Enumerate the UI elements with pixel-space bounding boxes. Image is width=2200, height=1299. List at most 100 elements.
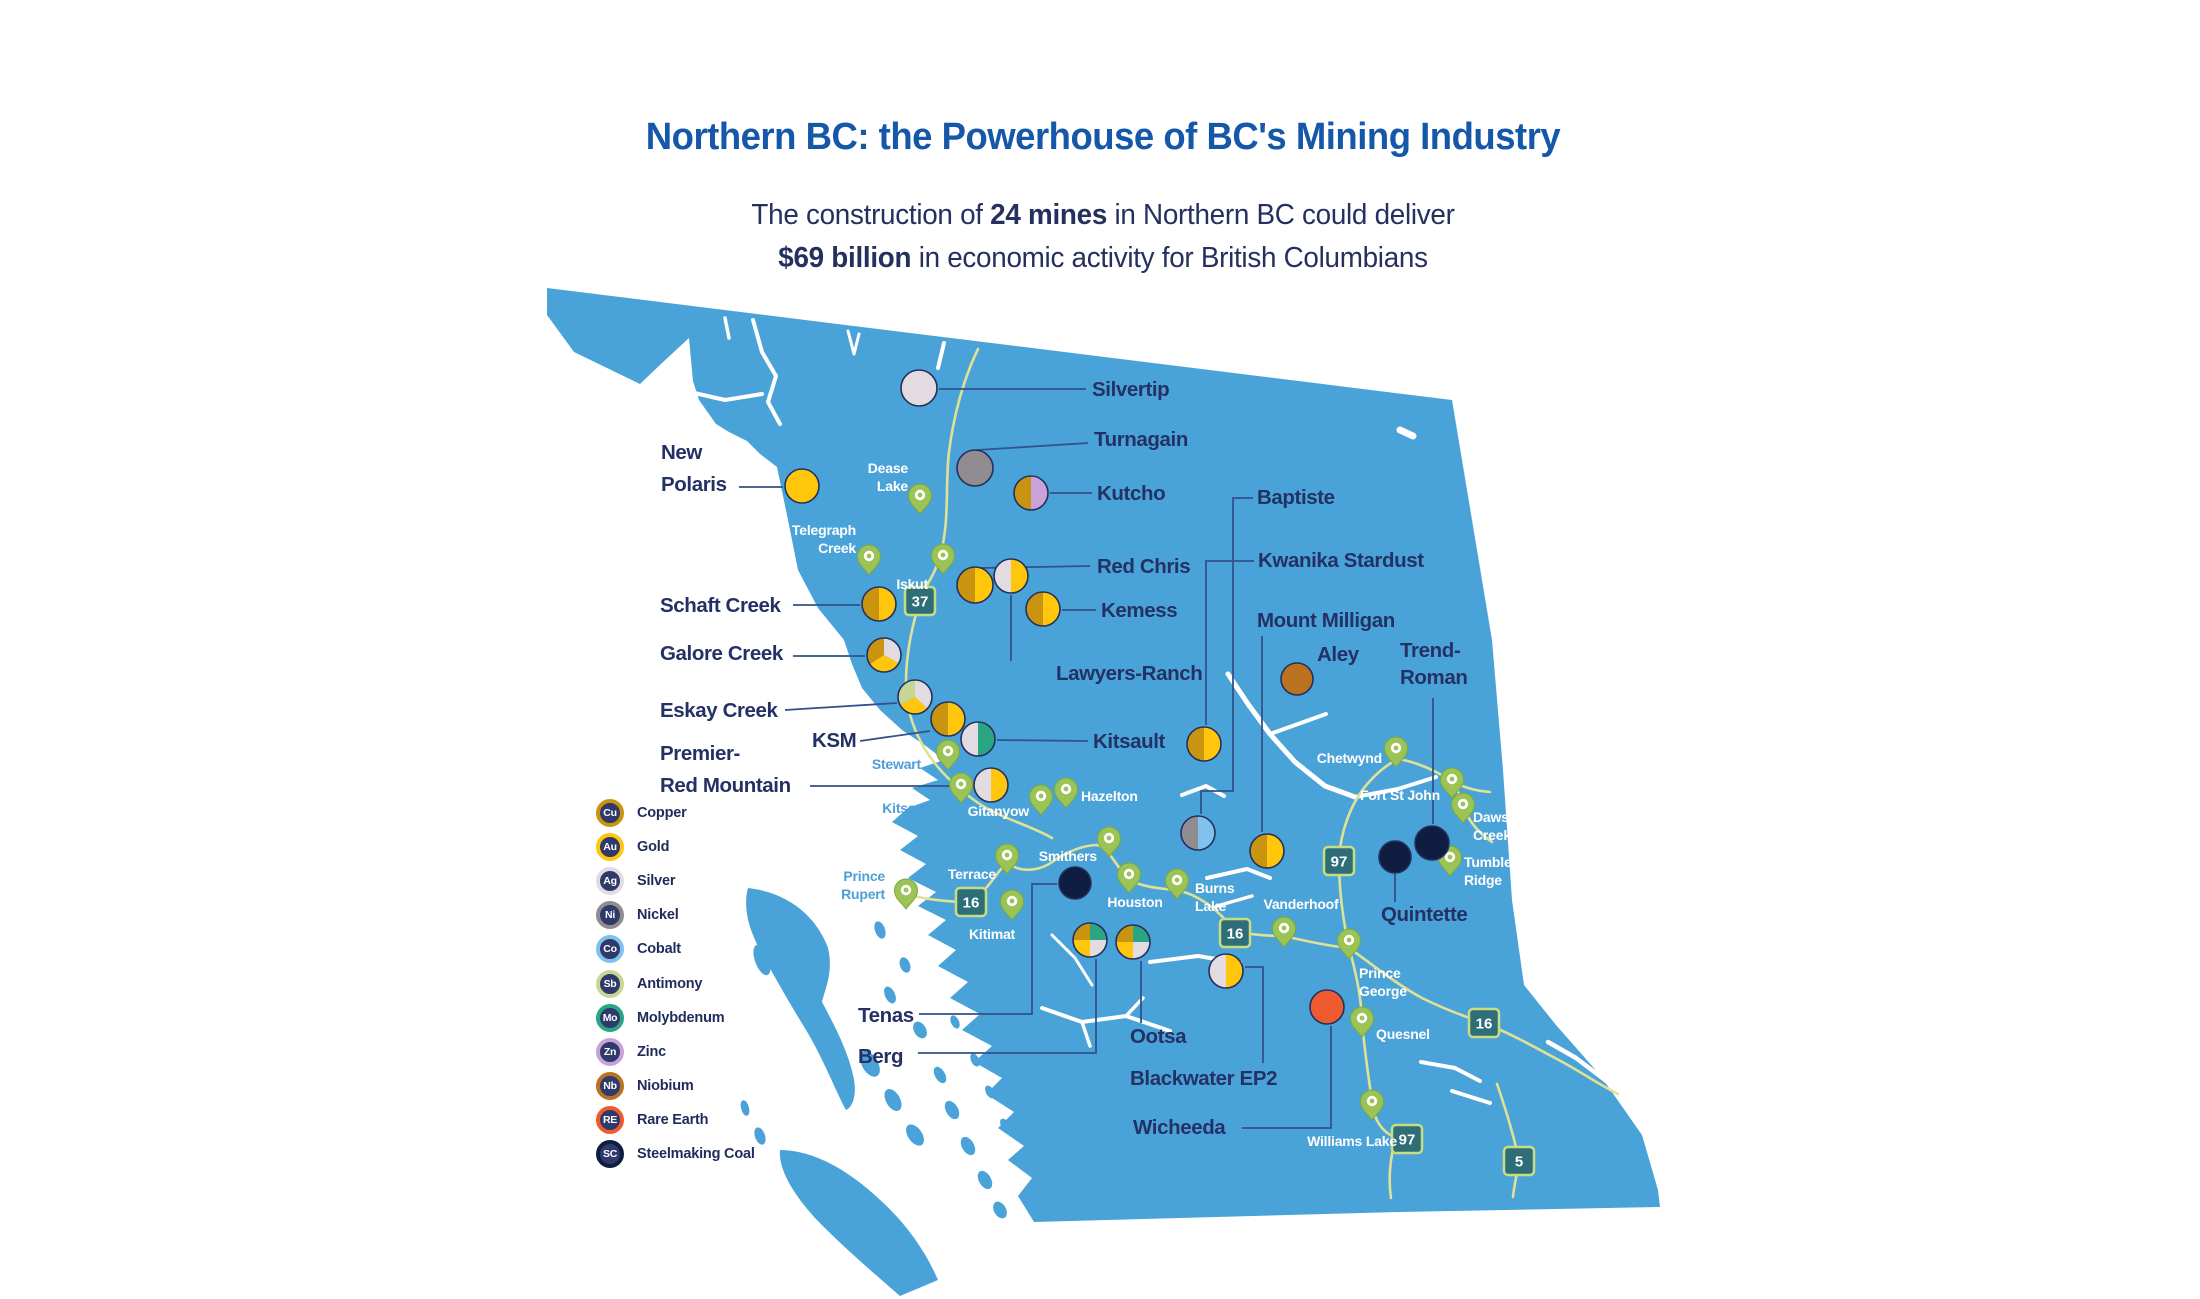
mine-label-premier-red-mountain: Red Mountain: [660, 774, 791, 797]
town-pin-fort-st-john: [1439, 767, 1465, 799]
zinc-chip-icon: Zn: [596, 1037, 624, 1066]
town-pin-vanderhoof: [1271, 916, 1297, 948]
river: [846, 329, 861, 356]
town-label-prince-rupert: Rupert: [841, 886, 885, 902]
town-label-williams-lake: Williams Lake: [1307, 1133, 1397, 1149]
legend-label: Silver: [637, 873, 676, 890]
subtitle-highlight: 24 mines: [990, 199, 1108, 231]
town-label-quesnel: Quesnel: [1376, 1026, 1430, 1042]
pin-dot: [1106, 835, 1112, 841]
legend-label: Niobium: [637, 1077, 694, 1094]
town-label-prince-george: Prince: [1359, 965, 1401, 981]
river: [936, 341, 946, 370]
shield-number: 97: [1331, 854, 1348, 871]
subtitle-line-1: The construction of 24 mines in Northern…: [751, 199, 1454, 232]
subtitle-text: The construction of: [751, 199, 991, 231]
mine-marker-ksm: [930, 701, 966, 737]
pin-dot: [917, 492, 923, 498]
marker-outline: [1180, 815, 1216, 851]
nickel-chip-icon: Ni: [596, 901, 624, 930]
pin-dot: [1174, 877, 1180, 883]
segment-copper: [862, 587, 879, 621]
river: [1353, 775, 1438, 799]
mine-label-lawyers-ranch: Lawyers-Ranch: [1056, 662, 1202, 685]
islet: [884, 1089, 902, 1111]
leader-line-kwanika-stardust: [1205, 560, 1254, 725]
mine-label-kemess: Kemess: [1101, 599, 1177, 622]
town-pin-stewart: [935, 739, 961, 771]
highway-shield-16: 16: [1218, 917, 1252, 949]
mine-label-quintette: Quintette: [1381, 903, 1467, 926]
mine-marker-red-chris: [956, 566, 994, 604]
mine-marker-new-polaris: [784, 468, 820, 504]
segment-copper: [957, 567, 975, 603]
segment-copper: [1116, 925, 1133, 942]
steelmaking-coal-chip-icon: SC: [596, 1140, 624, 1168]
town-pin-dawson-creek: [1450, 792, 1476, 824]
copper-chip-icon: Cu: [596, 799, 624, 827]
islet: [913, 1021, 927, 1039]
legend-label: Antimony: [637, 975, 703, 992]
shield-number: 16: [1476, 1016, 1493, 1033]
segment-silver: [974, 768, 991, 802]
marker-outline: [993, 558, 1029, 594]
legend-label: Cobalt: [637, 941, 681, 958]
town-label-tumbler-ridge: Ridge: [1464, 872, 1502, 888]
town-pin-telegraph-creek: [856, 544, 882, 576]
islet: [740, 1100, 750, 1116]
legend-item-nickel: Ni Nickel: [596, 901, 679, 930]
river: [1050, 933, 1094, 987]
town-pin-hazelton: [1053, 777, 1079, 809]
marker-outline: [1058, 866, 1092, 900]
rare-earth-chip-icon: RE: [596, 1105, 624, 1134]
segment-gold: [869, 655, 899, 672]
mine-label-red-chris: Red Chris: [1097, 555, 1190, 578]
pin-dot: [945, 748, 951, 754]
town-label-terrace: Terrace: [948, 866, 997, 882]
river: [751, 318, 782, 426]
town-label-smithers: Smithers: [1039, 848, 1098, 864]
mine-label-berg: Berg: [858, 1045, 903, 1068]
mine-label-ksm: KSM: [812, 729, 856, 752]
pin-dot: [1038, 793, 1044, 799]
highway-shield-97: 97: [1322, 845, 1356, 877]
pin-dot: [1126, 871, 1132, 877]
antimony-chip-icon: Sb: [596, 969, 624, 998]
segment-silver: [1133, 942, 1150, 959]
town-label-houston: Houston: [1107, 894, 1162, 910]
shield-number: 97: [1399, 1132, 1416, 1149]
segment-cobalt: [1198, 816, 1215, 850]
shield-box: [1502, 1145, 1536, 1177]
pin-dot: [1447, 854, 1453, 860]
mine-label-wicheeda: Wicheeda: [1133, 1116, 1226, 1139]
legend-label: Copper: [637, 805, 687, 821]
highway-shield-16: 16: [1467, 1007, 1501, 1039]
mine-marker-kwanika-stardust: [1186, 726, 1222, 762]
mine-label-baptiste: Baptiste: [1257, 486, 1335, 509]
mine-label-kitsault: Kitsault: [1093, 730, 1166, 753]
river: [1215, 894, 1254, 908]
segment-gold: [1116, 942, 1133, 959]
shield-box: [1467, 1007, 1501, 1039]
legend-item-zinc: Zn Zinc: [596, 1037, 666, 1066]
marker-outline: [900, 369, 938, 407]
legend-label: Molybdenum: [637, 1009, 725, 1026]
mine-label-mount-milligan: Mount Milligan: [1257, 609, 1395, 632]
segment-niobium: [1281, 663, 1313, 695]
town-pin-gitanyow: [1028, 784, 1054, 816]
segment-silver: [961, 722, 978, 756]
town-pin-burns-lake: [1164, 868, 1190, 900]
islet: [1000, 1118, 1010, 1132]
marker-outline: [930, 701, 966, 737]
pin-dot: [1346, 937, 1352, 943]
legend-item-steelmaking-coal: SC Steelmaking Coal: [596, 1140, 755, 1168]
legend-item-gold: Au Gold: [596, 833, 669, 862]
islet: [993, 1201, 1007, 1219]
segment-gold: [1204, 727, 1221, 761]
river: [1080, 1020, 1092, 1048]
islet: [884, 986, 896, 1004]
bc-mainland: [547, 288, 1660, 1222]
molybdenum-chip-icon: Mo: [596, 1003, 624, 1032]
mine-marker-silvertip: [900, 369, 938, 407]
